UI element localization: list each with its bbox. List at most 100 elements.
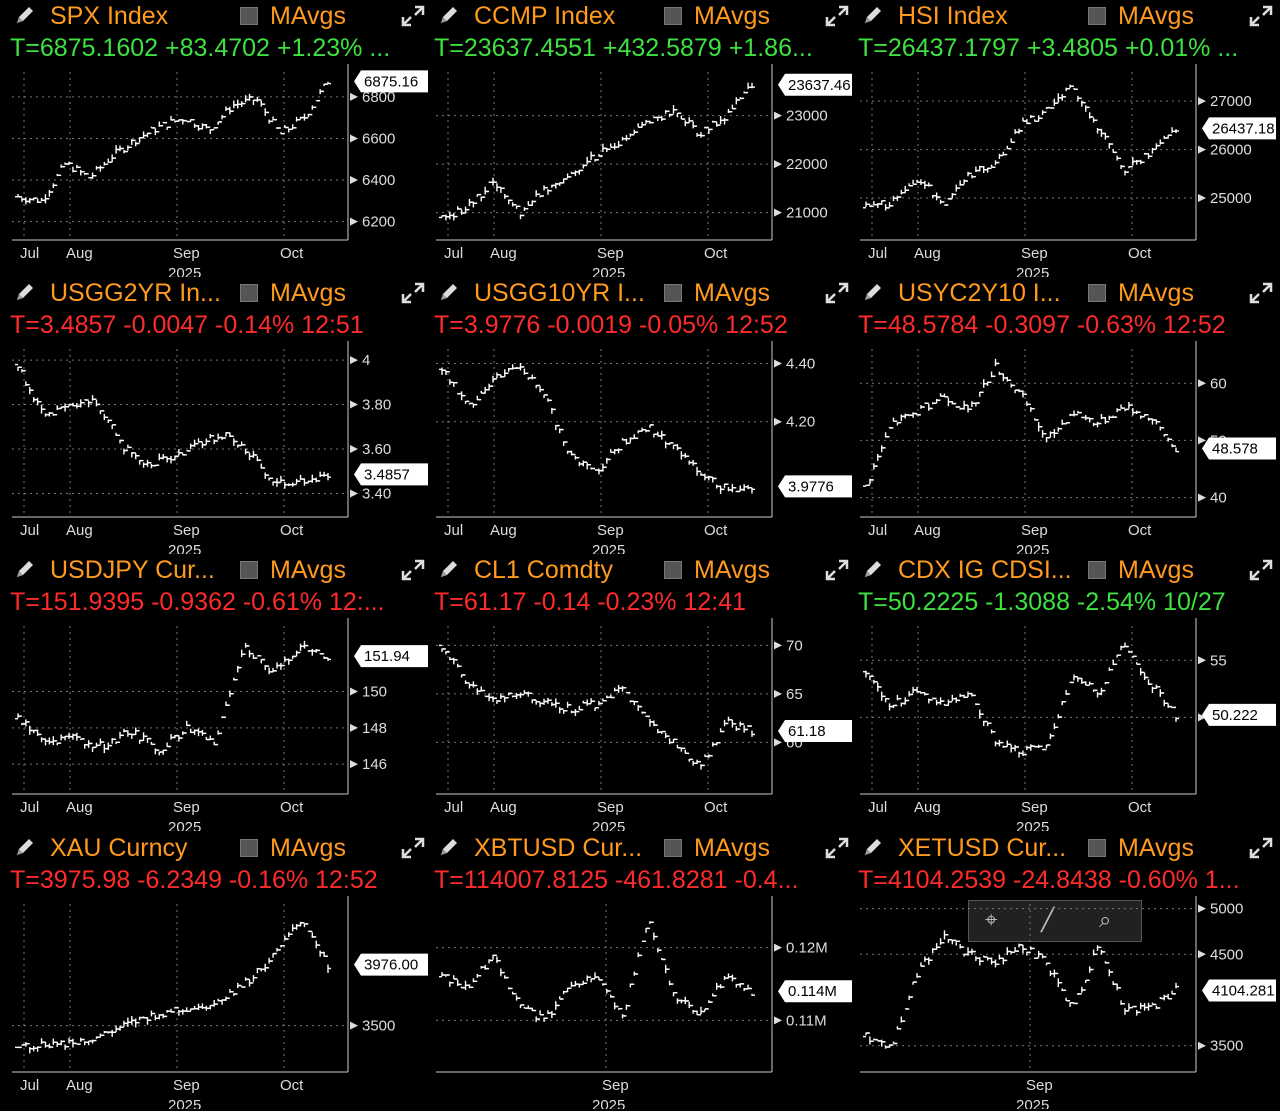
expand-icon[interactable] (1248, 281, 1274, 305)
price-chart[interactable]: 25000 26000 27000 Jul Aug Sep Oct 2025 26437.18 (856, 64, 1276, 277)
chart-panel[interactable]: HSI Index MAvgs T=26437.1797 +3.4805 +0.… (856, 0, 1280, 277)
mavgs-checkbox[interactable] (664, 284, 682, 302)
mavgs-checkbox[interactable] (240, 839, 258, 857)
chart-panel[interactable]: SPX Index MAvgs T=6875.1602 +83.4702 +1.… (8, 0, 432, 277)
mavgs-label[interactable]: MAvgs (270, 279, 346, 307)
pencil-icon[interactable] (862, 4, 884, 26)
mavgs-label[interactable]: MAvgs (1118, 834, 1194, 862)
pencil-icon[interactable] (862, 558, 884, 580)
ohlc-bar (933, 943, 940, 950)
zoom-icon[interactable]: ⌕ (1099, 907, 1112, 932)
mavgs-label[interactable]: MAvgs (1118, 279, 1194, 307)
expand-icon[interactable] (1248, 558, 1274, 582)
mavgs-checkbox[interactable] (1088, 839, 1106, 857)
price-chart[interactable]: 146 148 150 Jul Aug Sep Oct 2025 151.94 (8, 618, 428, 831)
ohlc-bar (109, 1029, 116, 1037)
expand-icon[interactable] (824, 281, 850, 305)
ohlc-bar (234, 440, 241, 448)
mavgs-label[interactable]: MAvgs (694, 279, 770, 307)
pencil-icon[interactable] (862, 836, 884, 858)
security-title[interactable]: USGG10YR I... (474, 279, 645, 307)
pencil-icon[interactable] (862, 281, 884, 303)
security-title[interactable]: SPX Index (50, 2, 169, 30)
mavgs-checkbox[interactable] (664, 839, 682, 857)
mavgs-checkbox[interactable] (1088, 561, 1106, 579)
price-chart[interactable]: 3500 4500 5000 Sep 2025 4104.281 (856, 896, 1276, 1109)
expand-icon[interactable] (824, 836, 850, 860)
expand-icon[interactable] (824, 558, 850, 582)
security-title[interactable]: USYC2Y10 I... (898, 279, 1061, 307)
expand-icon[interactable] (400, 4, 426, 28)
price-chart[interactable]: 5055JulAugSepOct202550.222 (856, 618, 1276, 831)
security-title[interactable]: XBTUSD Cur... (474, 834, 643, 862)
pencil-icon[interactable] (438, 558, 460, 580)
security-title[interactable]: XAU Curncy (50, 834, 188, 862)
security-title[interactable]: USGG2YR In... (50, 279, 221, 307)
ohlc-bar (38, 401, 45, 414)
expand-icon[interactable] (1248, 4, 1274, 28)
price-chart[interactable]: 4.20 4.40 Jul Aug Sep Oct 2025 3.9776 (432, 341, 852, 554)
ohlc-bar (662, 434, 669, 449)
chart-panel[interactable]: CDX IG CDSI... MAvgs T=50.2225 -1.3088 -… (856, 554, 1280, 831)
security-title[interactable]: USDJPY Cur... (50, 556, 215, 584)
mavgs-label[interactable]: MAvgs (270, 556, 346, 584)
security-title[interactable]: XETUSD Cur... (898, 834, 1067, 862)
security-title[interactable]: CDX IG CDSI... (898, 556, 1072, 584)
mavgs-label[interactable]: MAvgs (1118, 2, 1194, 30)
ohlc-bar (1129, 404, 1136, 416)
crosshair-icon[interactable]: ⌖ (985, 907, 998, 932)
last-price-tag (354, 953, 428, 976)
pencil-icon[interactable] (14, 836, 36, 858)
mavgs-label[interactable]: MAvgs (694, 834, 770, 862)
chart-panel[interactable]: XETUSD Cur... MAvgs T=4104.2539 -24.8438… (856, 832, 1280, 1109)
chart-panel[interactable]: CL1 Comdty MAvgs T=61.17 -0.14 -0.23% 12… (432, 554, 856, 831)
chart-panel[interactable]: CCMP Index MAvgs T=23637.4551 +432.5879 … (432, 0, 856, 277)
mavgs-checkbox[interactable] (664, 561, 682, 579)
security-title[interactable]: CCMP Index (474, 2, 616, 30)
mavgs-checkbox[interactable] (240, 561, 258, 579)
ohlc-bar (690, 1004, 697, 1014)
price-chart[interactable]: 3500 Jul Aug Sep Oct 2025 3976.00 (8, 896, 428, 1109)
ohlc-bar (1102, 951, 1109, 964)
pencil-icon[interactable] (438, 836, 460, 858)
mavgs-label[interactable]: MAvgs (694, 556, 770, 584)
price-chart[interactable]: 0.11M 0.12M Sep 2025 0.114M (432, 896, 852, 1109)
chart-panel[interactable]: USGG10YR I... MAvgs T=3.9776 -0.0019 -0.… (432, 277, 856, 554)
expand-icon[interactable] (400, 281, 426, 305)
price-chart[interactable]: 21000 22000 23000 Jul Aug Sep Oct 2025 23637.46 (432, 64, 852, 277)
pencil-icon[interactable] (438, 281, 460, 303)
mavgs-label[interactable]: MAvgs (270, 834, 346, 862)
pencil-icon[interactable] (14, 558, 36, 580)
mavgs-checkbox[interactable] (240, 284, 258, 302)
ohlc-bar (603, 983, 610, 994)
security-title[interactable]: CL1 Comdty (474, 556, 613, 584)
expand-icon[interactable] (1248, 836, 1274, 860)
chart-panel[interactable]: USGG2YR In... MAvgs T=3.4857 -0.0047 -0.… (8, 277, 432, 554)
price-chart[interactable]: 3.40 3.60 3.80 4 Jul Aug Sep Oct 2025 3.4857 (8, 341, 428, 554)
expand-icon[interactable] (824, 4, 850, 28)
mavgs-label[interactable]: MAvgs (270, 2, 346, 30)
price-chart[interactable]: 6200 6400 6600 6800 Jul Aug Sep Oct 2025 6875.16 (8, 64, 428, 277)
mavgs-checkbox[interactable] (664, 7, 682, 25)
security-title[interactable]: HSI Index (898, 2, 1008, 30)
ohlc-bar (658, 115, 665, 122)
draw-line-icon[interactable]: ╱ (1041, 907, 1055, 932)
chart-panel[interactable]: USDJPY Cur... MAvgs T=151.9395 -0.9362 -… (8, 554, 432, 831)
mavgs-checkbox[interactable] (1088, 7, 1106, 25)
pencil-icon[interactable] (14, 281, 36, 303)
pencil-icon[interactable] (438, 4, 460, 26)
expand-icon[interactable] (400, 836, 426, 860)
chart-panel[interactable]: USYC2Y10 I... MAvgs T=48.5784 -0.3097 -0… (856, 277, 1280, 554)
chart-panel[interactable]: XBTUSD Cur... MAvgs T=114007.8125 -461.8… (432, 832, 856, 1109)
expand-icon[interactable] (400, 558, 426, 582)
mavgs-label[interactable]: MAvgs (1118, 556, 1194, 584)
chart-panel[interactable]: XAU Curncy MAvgs T=3975.98 -6.2349 -0.16… (8, 832, 432, 1109)
x-tick-label: Jul (20, 1077, 39, 1094)
mavgs-checkbox[interactable] (240, 7, 258, 25)
ohlc-bar (207, 126, 214, 134)
mavgs-checkbox[interactable] (1088, 284, 1106, 302)
mavgs-label[interactable]: MAvgs (694, 2, 770, 30)
price-chart[interactable]: 405060JulAugSepOct202548.578 (856, 341, 1276, 554)
pencil-icon[interactable] (14, 4, 36, 26)
